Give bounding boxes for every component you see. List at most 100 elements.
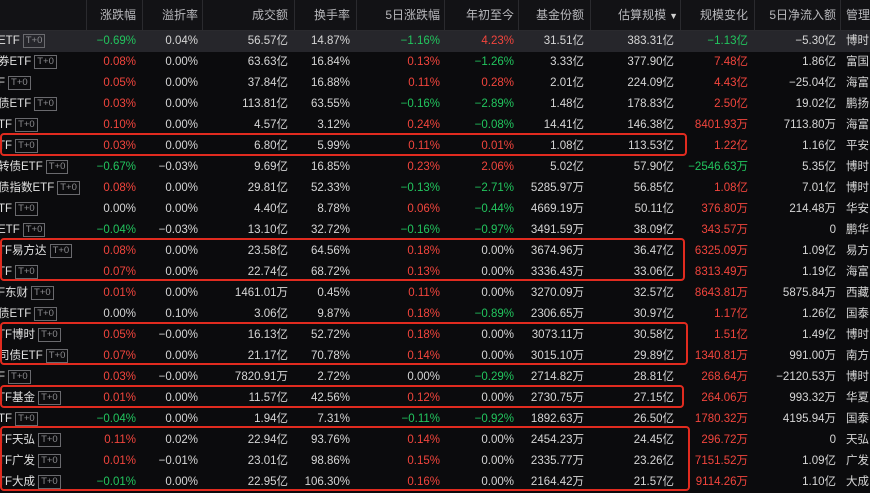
cell-turnover: 37.84亿 [247,77,288,89]
table-row[interactable]: TF博时 T+0 0.05% −0.00% 16.13亿 52.72% 0.18% 0.00%… [0,325,870,346]
fund-name: TF [0,203,13,215]
fund-name: 债ETF [0,308,32,320]
cell-inflow5d: 0 [829,224,836,236]
cell-ytd: 0.00% [481,476,514,488]
table-row[interactable]: 债ETF T+0 0.03% 0.00% 113.81亿 63.55% −0.16% −2.8… [0,94,870,115]
table-row[interactable]: 债ETF T+0 0.00% 0.10% 3.06亿 9.87% 0.18% −0.89% 23… [0,304,870,325]
fund-name-cell[interactable]: ETF T+0 [0,31,90,52]
fund-name-cell[interactable]: 券ETF T+0 [0,52,90,73]
cell-shares: 3270.09万 [530,287,584,299]
fund-name-cell[interactable]: TF大成 T+0 [0,472,90,493]
fund-name: TF [0,140,13,152]
table-row[interactable]: TF易方达 T+0 0.08% 0.00% 23.58亿 64.56% 0.18% 0.00%… [0,241,870,262]
table-row[interactable]: ETF T+0 −0.04% −0.03% 13.10亿 32.72% −0.16% −0.9… [0,220,870,241]
fund-name-cell[interactable]: ETF T+0 [0,220,90,241]
table-row[interactable]: TF T+0 0.03% 0.00% 6.80亿 5.99% 0.11% 0.01% 1.08亿… [0,136,870,157]
table-row[interactable]: TF大成 T+0 −0.01% 0.00% 22.95亿 106.30% 0.16% 0.00… [0,472,870,493]
table-row[interactable]: 转债ETF T+0 −0.67% −0.03% 9.69亿 16.85% 0.23% 2.06… [0,157,870,178]
cell-shares: 3073.11万 [531,329,584,341]
cell-ytd: 0.00% [481,434,514,446]
fund-name-cell[interactable]: TF T+0 [0,262,90,283]
fund-name-cell[interactable]: TF T+0 [0,199,90,220]
cell-scale-change: 1.51亿 [714,329,748,341]
cell-shares: 31.51亿 [543,35,584,47]
table-row[interactable]: TF T+0 0.10% 0.00% 4.57亿 3.12% 0.24% −0.08% 14.4… [0,115,870,136]
cell-premium: 0.00% [165,119,198,131]
table-row[interactable]: 债指数ETF T+0 0.08% 0.00% 29.81亿 52.33% −0.13% −2.… [0,178,870,199]
cell-turnover-rate: 16.88% [310,77,350,89]
cell-turnover-rate: 63.55% [310,98,350,110]
fund-name-cell[interactable]: TF博时 T+0 [0,325,90,346]
cell-turnover: 22.94亿 [247,434,288,446]
fund-name-cell[interactable]: 转债ETF T+0 [0,157,90,178]
cell-est-scale: 33.06亿 [633,266,674,278]
cell-scale-change: 4.43亿 [714,77,748,89]
fund-name-cell[interactable]: TF易方达 T+0 [0,241,90,262]
header-chg[interactable]: 涨跌幅 [86,0,143,30]
fund-name-cell[interactable]: TF T+0 [0,409,90,430]
cell-shares: 2306.65万 [530,308,584,320]
header-inflow5d[interactable]: 5日净流入额 [754,0,841,30]
cell-manager: 南方 [846,350,869,362]
fund-name-cell[interactable]: F T+0 [0,73,90,94]
table-row[interactable]: TF广发 T+0 0.01% −0.01% 23.01亿 98.86% 0.15% 0.00%… [0,451,870,472]
fund-name-cell[interactable]: 债ETF T+0 [0,304,90,325]
table-row[interactable]: F T+0 0.05% 0.00% 37.84亿 16.88% 0.11% 0.28% 2.01… [0,73,870,94]
header-turnover[interactable]: 成交额 [202,0,295,30]
header-chg5d[interactable]: 5日涨跌幅 [356,0,445,30]
cell-ytd: 0.00% [481,266,514,278]
fund-name-cell[interactable]: TF T+0 [0,136,90,157]
cell-manager: 国泰 [846,413,869,425]
t0-badge: T+0 [15,139,38,153]
cell-shares: 1.48亿 [550,98,584,110]
table-row[interactable]: 券ETF T+0 0.08% 0.00% 63.63亿 16.84% 0.13% −1.26%… [0,52,870,73]
header-est-scale[interactable]: 估算规模 ▼ [590,0,681,30]
table-row[interactable]: F东财 T+0 0.01% 0.00% 1461.01万 0.45% 0.11% 0.00% 3… [0,283,870,304]
header-est-scale-label: 估算规模 [618,8,667,22]
table-row[interactable]: TF基金 T+0 0.01% 0.00% 11.57亿 42.56% 0.12% 0.00% 2… [0,388,870,409]
header-shares[interactable]: 基金份额 [518,0,591,30]
table-row[interactable]: TF T+0 0.07% 0.00% 22.74亿 68.72% 0.13% 0.00% 333… [0,262,870,283]
cell-chg5d: 0.18% [407,308,440,320]
fund-name-cell[interactable]: F东财 T+0 [0,283,90,304]
cell-est-scale: 38.09亿 [633,224,674,236]
cell-scale-change: 7.48亿 [714,56,748,68]
cell-manager: 西藏 [846,287,869,299]
cell-premium: 0.00% [165,392,198,404]
t0-badge: T+0 [38,391,61,405]
fund-name-cell[interactable]: 司债ETF T+0 [0,346,90,367]
fund-name-cell[interactable]: F T+0 [0,367,90,388]
cell-turnover: 23.01亿 [247,455,288,467]
fund-name-cell[interactable]: 债ETF T+0 [0,94,90,115]
header-scale-change[interactable]: 规模变化 [680,0,755,30]
caret-down-icon[interactable]: ▼ [669,11,678,21]
fund-name-cell[interactable]: TF广发 T+0 [0,451,90,472]
cell-turnover: 13.10亿 [247,224,288,236]
header-ytd[interactable]: 年初至今 [444,0,519,30]
table-row[interactable]: TF天弘 T+0 0.11% 0.02% 22.94亿 93.76% 0.14% 0.00% 2… [0,430,870,451]
header-premium[interactable]: 溢折率 [142,0,203,30]
cell-premium: 0.10% [165,308,198,320]
header-name-column[interactable] [0,0,87,30]
table-row[interactable]: TF T+0 −0.04% 0.00% 1.94亿 7.31% −0.11% −0.92% 18… [0,409,870,430]
t0-badge: T+0 [34,307,57,321]
cell-turnover-rate: 16.85% [310,161,350,173]
cell-chg5d: 0.18% [407,329,440,341]
cell-premium: −0.00% [158,371,198,383]
etf-table-body: ETF T+0 −0.69% 0.04% 56.57亿 14.87% −1.16% 4.23%… [0,31,870,493]
header-turnover-rate[interactable]: 换手率 [294,0,357,30]
table-row[interactable]: 司债ETF T+0 0.07% 0.00% 21.17亿 70.78% 0.14% 0.00%… [0,346,870,367]
fund-name-cell[interactable]: 债指数ETF T+0 [0,178,90,199]
cell-manager: 国泰 [846,308,869,320]
table-row[interactable]: ETF T+0 −0.69% 0.04% 56.57亿 14.87% −1.16% 4.23%… [0,31,870,52]
fund-name-cell[interactable]: TF T+0 [0,115,90,136]
cell-turnover-rate: 16.84% [310,56,350,68]
fund-name-cell[interactable]: TF基金 T+0 [0,388,90,409]
header-manager[interactable]: 管理 [846,8,870,22]
table-row[interactable]: F T+0 0.03% −0.00% 7820.91万 2.72% 0.00% −0.29% 2… [0,367,870,388]
fund-name-cell[interactable]: TF天弘 T+0 [0,430,90,451]
cell-turnover: 22.95亿 [247,476,288,488]
cell-shares: 5285.97万 [530,182,584,194]
cell-premium: 0.04% [165,35,198,47]
table-row[interactable]: TF T+0 0.00% 0.00% 4.40亿 8.78% 0.06% −0.44% 4669… [0,199,870,220]
